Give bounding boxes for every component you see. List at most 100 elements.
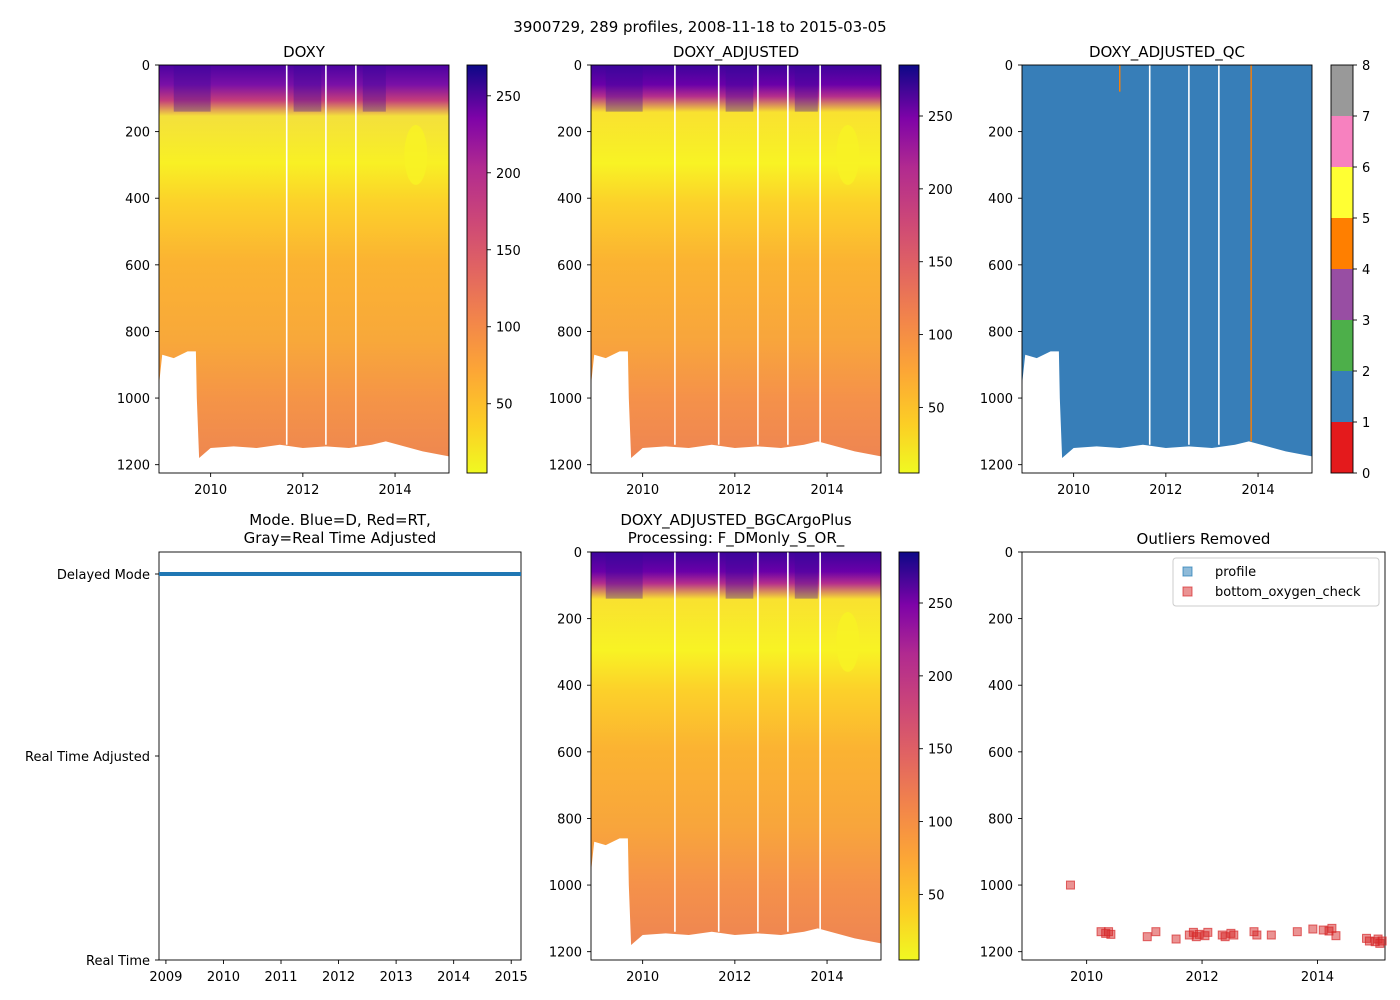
- heatmap-high-oxygen-band: [794, 552, 818, 599]
- x-tick-label: 2015: [495, 970, 528, 985]
- y-tick-label: 800: [557, 812, 582, 827]
- y-tick-label: 1000: [549, 879, 582, 894]
- colorbar-tick-label: 50: [496, 398, 513, 413]
- colorbar-segment: [1331, 65, 1353, 116]
- y-tick-label: 1200: [117, 459, 150, 474]
- colorbar: [898, 551, 920, 961]
- colorbar-tick-label: 150: [928, 256, 953, 271]
- y-tick-label: 400: [988, 679, 1013, 694]
- outlier-point: [1266, 930, 1276, 940]
- outlier-point: [1327, 923, 1337, 933]
- heatmap-field: [591, 552, 881, 946]
- colorbar-tick-label: 0: [1362, 467, 1370, 482]
- heatmap-low-oxygen-core: [836, 611, 860, 672]
- panel-outliers: 2010 2012 2014 0 200 400 600 800 1000 1200 profile…: [980, 530, 1387, 985]
- panel-mode: Real Time Real Time Adjusted Delayed Mode 2…: [25, 511, 528, 985]
- y-category-label: Delayed Mode: [57, 568, 150, 583]
- chart-panels: 2010 2012 20140200400600800100012005010015…: [25, 43, 1387, 985]
- outlier-point: [1377, 936, 1387, 946]
- colorbar-tick-label: 50: [928, 888, 945, 903]
- y-tick-label: 0: [1005, 59, 1013, 74]
- heatmap-high-oxygen-band: [725, 552, 754, 599]
- y-tick-label: 1200: [980, 459, 1013, 474]
- heatmap-low-oxygen-core: [836, 124, 860, 185]
- outlier-point: [1171, 934, 1181, 944]
- outlier-point: [1065, 880, 1075, 890]
- colorbar-tick-label: 7: [1362, 110, 1370, 125]
- heatmap-low-oxygen-core: [404, 124, 428, 185]
- x-tick-label: 2013: [380, 970, 413, 985]
- y-tick-label: 200: [988, 126, 1013, 141]
- y-category-label: Real Time: [86, 954, 150, 969]
- x-tick-label: 2014: [811, 970, 844, 985]
- x-tick-label: 2012: [286, 483, 319, 498]
- colorbar-tick-label: 2: [1362, 365, 1370, 380]
- chart-title: DOXY_ADJUSTED_BGCArgoPlus: [620, 511, 851, 530]
- y-tick-label: 400: [557, 679, 582, 694]
- panel-doxy-adjusted-bgc: 2010 2012 2014 0 200 400 600 800 1000 1200 50 100 15…: [549, 511, 953, 985]
- colorbar-tick-label: 150: [496, 244, 521, 259]
- x-tick-label: 2012: [1149, 483, 1182, 498]
- heatmap-high-oxygen-band: [605, 65, 643, 112]
- y-tick-label: 600: [988, 746, 1013, 761]
- y-tick-label: 1000: [980, 879, 1013, 894]
- y-tick-label: 0: [1005, 546, 1013, 561]
- colorbar-tick-label: 250: [928, 597, 953, 612]
- colorbar-tick-label: 3: [1362, 314, 1370, 329]
- colorbar-segment: [1331, 269, 1353, 320]
- y-tick-label: 600: [988, 259, 1013, 274]
- chart-title: DOXY: [283, 43, 326, 61]
- y-tick-label: 0: [574, 546, 582, 561]
- x-tick-label: 2014: [1242, 483, 1275, 498]
- colorbar-tick-label: 250: [928, 110, 953, 125]
- x-tick-label: 2012: [718, 483, 751, 498]
- x-tick-label: 2014: [811, 483, 844, 498]
- legend-swatch: [1182, 586, 1193, 597]
- plot-frame: [590, 551, 882, 961]
- panel-doxy-adjusted-qc: 2010 2012 2014 0 200 400 600 800 1000 1200 0 1 2 3 4 5 6…: [980, 43, 1370, 498]
- colorbar-segment: [1331, 371, 1353, 422]
- outlier-point: [1106, 929, 1116, 939]
- x-tick-label: 2014: [437, 970, 470, 985]
- colorbar-tick-label: 6: [1362, 161, 1370, 176]
- y-tick-label: 200: [557, 126, 582, 141]
- y-tick-label: 200: [557, 613, 582, 628]
- legend-box: [1172, 557, 1380, 607]
- x-tick-label: 2010: [207, 970, 240, 985]
- colorbar-tick-label: 50: [928, 401, 945, 416]
- chart-title: DOXY_ADJUSTED_QC: [1089, 43, 1245, 62]
- x-tick-label: 2009: [149, 970, 182, 985]
- outlier-point: [1229, 930, 1239, 940]
- legend-label: bottom_oxygen_check: [1215, 585, 1361, 600]
- y-tick-label: 1000: [117, 392, 150, 407]
- heatmap-field: [591, 65, 881, 459]
- y-tick-label: 0: [142, 59, 150, 74]
- plot-frame: [1021, 551, 1386, 961]
- outlier-point: [1203, 927, 1213, 937]
- y-tick-label: 1200: [549, 946, 582, 961]
- colorbar-segment: [1331, 167, 1353, 218]
- colorbar-tick-label: 5: [1362, 212, 1370, 227]
- y-tick-label: 800: [125, 325, 150, 340]
- colorbar-segment: [1331, 218, 1353, 269]
- colorbar-tick-label: 200: [496, 167, 521, 182]
- colorbar-tick-label: 200: [928, 183, 953, 198]
- colorbar-tick-label: 200: [928, 670, 953, 685]
- x-tick-label: 2012: [322, 970, 355, 985]
- plot-frame: [158, 551, 522, 961]
- colorbar-tick-label: 4: [1362, 263, 1370, 278]
- colorbar-segment: [1331, 116, 1353, 167]
- y-tick-label: 1200: [549, 459, 582, 474]
- colorbar-tick-label: 100: [928, 329, 953, 344]
- x-tick-label: 2012: [1186, 970, 1219, 985]
- y-tick-label: 200: [988, 613, 1013, 628]
- legend-label: profile: [1215, 565, 1256, 580]
- chart-title-line2: Processing: F_DMonly_S_OR_: [628, 529, 845, 548]
- x-tick-label: 2010: [626, 970, 659, 985]
- outlier-point: [1331, 931, 1341, 941]
- plot-frame: [158, 64, 450, 474]
- colorbar-tick-label: 150: [928, 743, 953, 758]
- y-tick-label: 1000: [549, 392, 582, 407]
- y-tick-label: 400: [988, 192, 1013, 207]
